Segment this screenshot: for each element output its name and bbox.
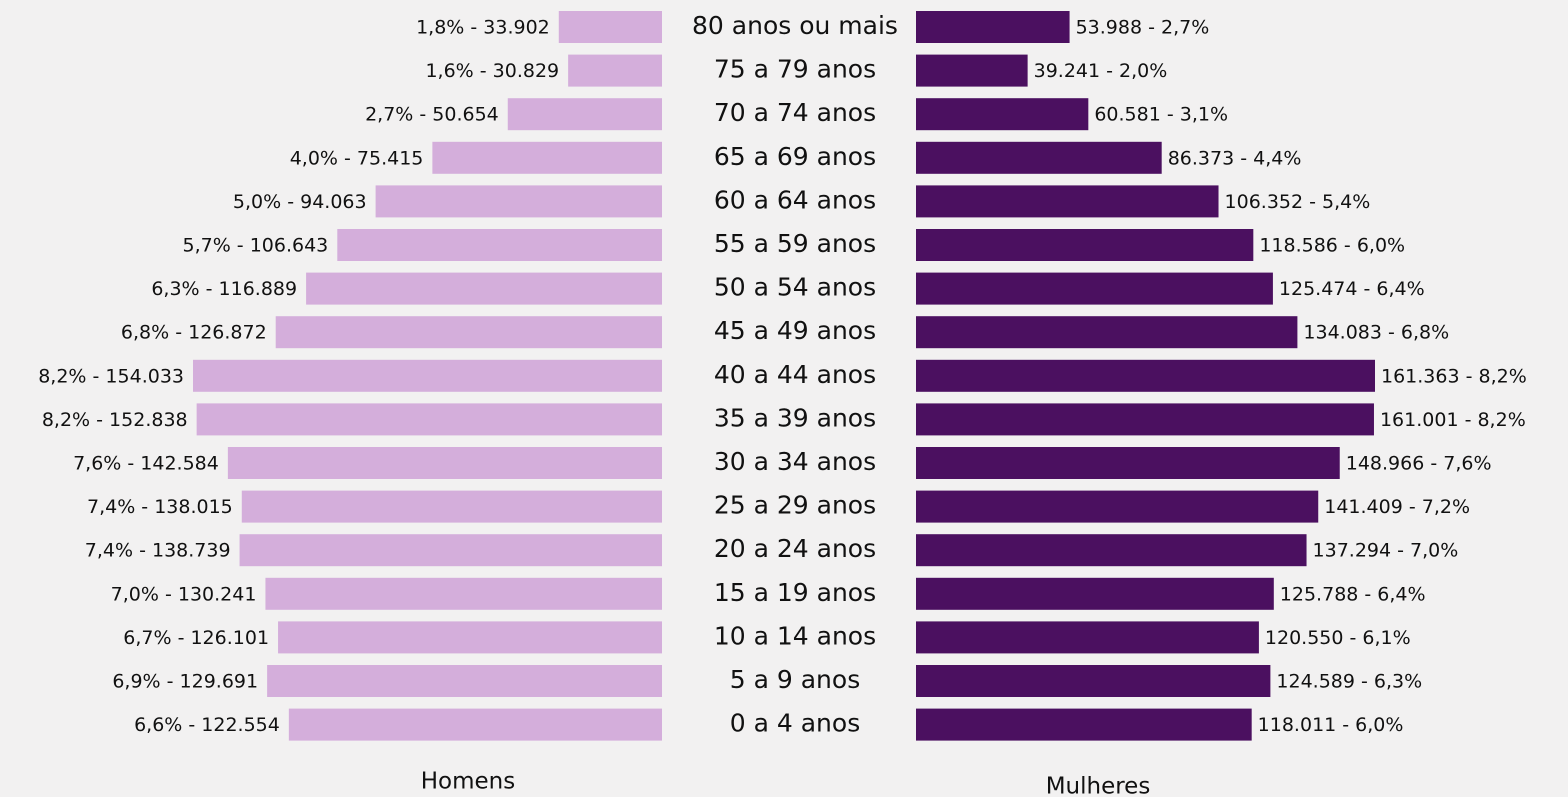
bar [916,185,1219,218]
bar [916,272,1273,305]
category-label: 40 a 44 anos [714,360,876,389]
value-label: 4,0% - 75.415 [290,147,424,169]
bar [558,11,662,43]
bar [239,534,662,567]
value-label: 141.409 - 7,2% [1324,496,1470,518]
bar [916,665,1271,697]
value-label: 106.352 - 5,4% [1225,191,1371,213]
value-label: 134.083 - 6,8% [1303,322,1449,344]
bar [278,621,662,654]
value-label: 1,8% - 33.902 [416,17,550,39]
bar [916,359,1375,392]
value-label: 7,6% - 142.584 [73,453,219,475]
category-label: 70 a 74 anos [714,98,876,127]
category-label: 50 a 54 anos [714,273,876,302]
value-label: 8,2% - 154.033 [38,365,184,387]
value-label: 7,0% - 130.241 [111,583,257,605]
legend-label: Mulheres [1046,774,1151,797]
bar [568,54,662,87]
bar [916,403,1374,436]
bar [916,98,1089,131]
bar [916,229,1254,261]
bar [916,708,1252,741]
value-label: 5,7% - 106.643 [183,235,329,257]
category-label: 45 a 49 anos [714,316,876,345]
bar [375,185,662,218]
value-label: 137.294 - 7,0% [1313,540,1459,562]
value-label: 7,4% - 138.739 [85,540,231,562]
category-label: 30 a 34 anos [714,447,876,476]
value-label: 60.581 - 3,1% [1094,104,1228,126]
bar [275,316,662,349]
category-label: 0 a 4 anos [730,709,860,738]
value-label: 39.241 - 2,0% [1034,60,1168,82]
value-label: 6,7% - 126.101 [123,627,269,649]
value-label: 6,6% - 122.554 [134,714,280,736]
bar [916,577,1274,610]
legend-label: Homens [421,769,515,795]
bar [916,316,1298,349]
category-label: 80 anos ou mais [692,11,898,40]
category-label: 5 a 9 anos [730,665,860,694]
value-label: 53.988 - 2,7% [1076,17,1210,39]
bar [306,272,662,305]
value-label: 86.373 - 4,4% [1168,147,1302,169]
bar [267,665,662,697]
bar [916,11,1070,43]
value-label: 125.474 - 6,4% [1279,278,1425,300]
value-label: 118.586 - 6,0% [1259,235,1405,257]
bar [916,447,1340,479]
value-label: 118.011 - 6,0% [1258,714,1404,736]
bar [916,621,1259,654]
bar [432,141,662,174]
value-label: 6,9% - 129.691 [112,671,258,693]
value-label: 161.363 - 8,2% [1381,365,1527,387]
bar [507,98,662,131]
value-label: 148.966 - 7,6% [1346,453,1492,475]
value-label: 7,4% - 138.015 [87,496,233,518]
bar [288,708,662,741]
bar [337,229,662,261]
bar [916,490,1319,523]
category-label: 75 a 79 anos [714,55,876,84]
category-label: 55 a 59 anos [714,229,876,258]
value-label: 1,6% - 30.829 [425,60,559,82]
bar [265,577,662,610]
category-label: 15 a 19 anos [714,578,876,607]
value-label: 6,3% - 116.889 [151,278,297,300]
category-label: 35 a 39 anos [714,403,876,432]
category-label: 60 a 64 anos [714,185,876,214]
value-label: 5,0% - 94.063 [233,191,367,213]
bar [916,534,1307,567]
value-label: 2,7% - 50.654 [365,104,499,126]
value-label: 124.589 - 6,3% [1276,671,1422,693]
category-label: 65 a 69 anos [714,142,876,171]
value-label: 8,2% - 152.838 [42,409,188,431]
bar [196,403,662,436]
category-label: 10 a 14 anos [714,621,876,650]
value-label: 6,8% - 126.872 [121,322,267,344]
bar [193,359,662,392]
value-label: 120.550 - 6,1% [1265,627,1411,649]
bar [227,447,663,479]
value-label: 125.788 - 6,4% [1280,583,1426,605]
category-label: 25 a 29 anos [714,491,876,520]
category-label: 20 a 24 anos [714,534,876,563]
bar [916,54,1028,87]
value-label: 161.001 - 8,2% [1380,409,1526,431]
bar [241,490,662,523]
bar [916,141,1162,174]
